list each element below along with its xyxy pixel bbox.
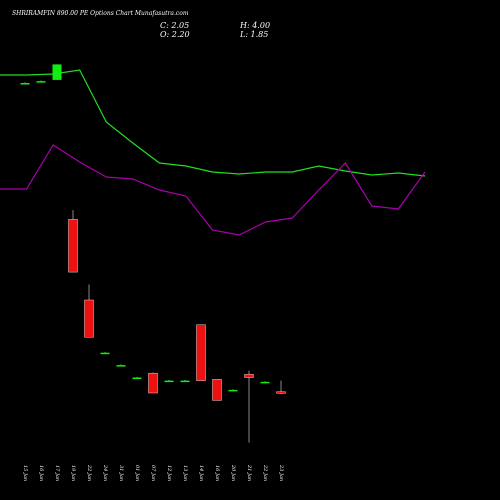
chart-title: SHRIRAMFIN 890.00 PE Options Chart Munaf… (12, 10, 189, 17)
low-value: L: 1.85 (240, 30, 269, 39)
close-value: C: 2.05 (160, 21, 190, 30)
candle (84, 284, 94, 338)
candle (148, 372, 158, 394)
candle (244, 370, 254, 443)
x-tick-label: 22 Jan (86, 464, 92, 481)
x-tick-label: 21 Jan (246, 464, 252, 481)
x-tick-label: 22 Jan (262, 464, 268, 481)
indicator-lines (0, 69, 426, 236)
candle (260, 381, 270, 384)
candle-body (228, 389, 238, 392)
candle (52, 64, 62, 80)
candle (116, 364, 126, 367)
candle (164, 379, 174, 383)
candle (132, 376, 142, 379)
x-tick-label: 23 Jan (278, 464, 284, 481)
x-tick-label: 19 Jan (70, 465, 76, 481)
x-tick-label: 24 Jan (102, 464, 108, 481)
candle (36, 80, 46, 83)
candle-body (180, 380, 190, 383)
candle-body (100, 352, 110, 355)
candle-body (84, 299, 94, 338)
candle (100, 352, 110, 355)
x-tick-label: 15 Jan (22, 465, 28, 481)
candle-body (116, 365, 126, 367)
candle-body (276, 391, 286, 394)
candle (68, 210, 78, 273)
candle (228, 389, 238, 392)
x-axis-labels: 15 Jan 16 Jan 17 Jan 19 Jan 22 Jan 24 Jan 31 J… (22, 464, 284, 481)
candle-body (196, 324, 206, 381)
open-value: O: 2.20 (160, 30, 190, 39)
high-value: H: 4.00 (240, 21, 271, 30)
candle (20, 82, 30, 85)
x-tick-label: 31 Jan (118, 465, 124, 481)
candle-body (212, 379, 222, 401)
x-tick-label: 20 Jan (230, 464, 236, 481)
purple-indicator-line (0, 144, 426, 236)
candle (276, 380, 286, 394)
candle-body (164, 380, 174, 383)
candle-body (260, 381, 270, 384)
candle-body (132, 377, 142, 379)
x-tick-label: 01 Jan (134, 465, 140, 481)
x-tick-label: 14 Jan (198, 465, 204, 481)
candle-body (52, 64, 62, 80)
x-tick-label: 07 Jan (150, 465, 156, 481)
candles (20, 64, 286, 443)
x-tick-label: 17 Jan (54, 465, 60, 481)
x-tick-label: 13 Jan (182, 465, 188, 481)
candle (212, 379, 222, 401)
candle (196, 324, 206, 381)
candle (180, 379, 190, 383)
candle-body (244, 374, 254, 378)
candle-body (20, 83, 30, 85)
candle-body (36, 81, 46, 83)
x-tick-label: 16 Jan (38, 465, 44, 481)
candle-body (68, 219, 78, 273)
x-tick-label: 12 Jan (166, 465, 172, 481)
candle-body (148, 372, 158, 394)
green-indicator-line (0, 69, 426, 177)
x-tick-label: 16 Jan (214, 465, 220, 481)
